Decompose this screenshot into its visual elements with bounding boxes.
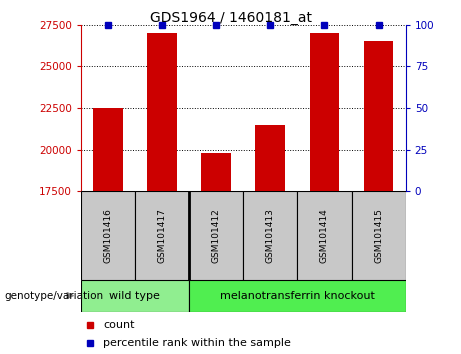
Text: GSM101413: GSM101413: [266, 208, 275, 263]
Text: GSM101412: GSM101412: [212, 208, 221, 263]
Text: count: count: [103, 320, 135, 330]
Text: GSM101417: GSM101417: [157, 208, 166, 263]
Text: GSM101416: GSM101416: [103, 208, 112, 263]
Text: GDS1964 / 1460181_at: GDS1964 / 1460181_at: [149, 11, 312, 25]
Text: GSM101414: GSM101414: [320, 208, 329, 263]
Bar: [352, 191, 406, 280]
Text: wild type: wild type: [109, 291, 160, 301]
Bar: [147, 33, 177, 191]
Text: genotype/variation: genotype/variation: [5, 291, 104, 301]
Bar: [81, 191, 135, 280]
Text: GSM101415: GSM101415: [374, 208, 383, 263]
Bar: [243, 191, 297, 280]
Bar: [189, 191, 243, 280]
Text: melanotransferrin knockout: melanotransferrin knockout: [220, 291, 375, 301]
Bar: [189, 280, 406, 312]
Bar: [364, 41, 394, 191]
Bar: [201, 153, 231, 191]
Bar: [93, 108, 123, 191]
Bar: [81, 280, 189, 312]
Bar: [135, 191, 189, 280]
Bar: [297, 191, 352, 280]
Text: percentile rank within the sample: percentile rank within the sample: [103, 338, 291, 348]
Bar: [309, 33, 339, 191]
Bar: [255, 125, 285, 191]
